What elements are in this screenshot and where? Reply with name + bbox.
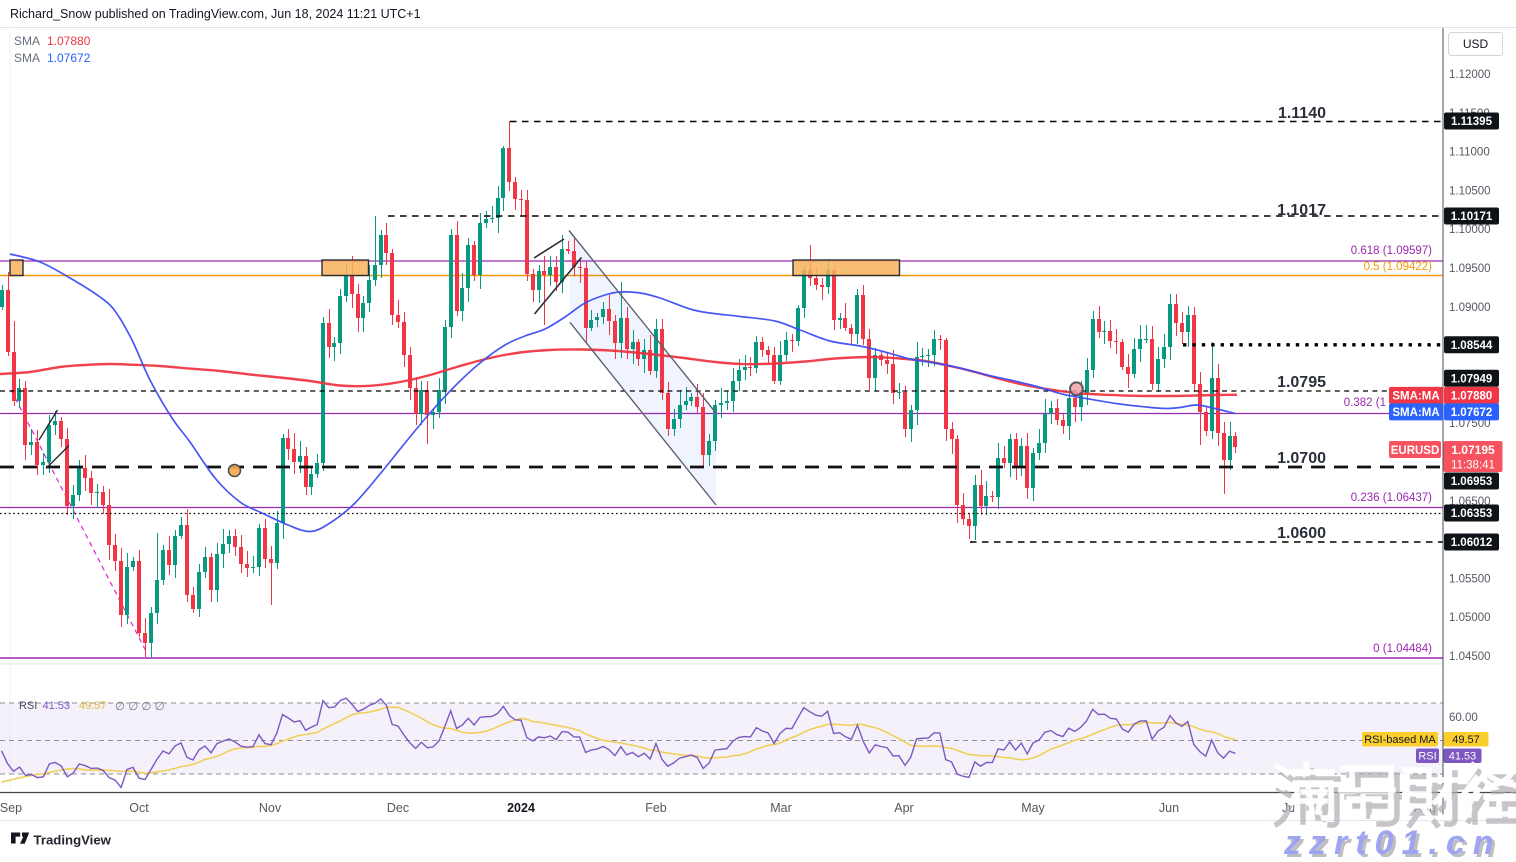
svg-text:May: May xyxy=(1021,801,1045,815)
svg-text:0 (1.04484): 0 (1.04484) xyxy=(1373,643,1432,655)
svg-text:0.236 (1.06437): 0.236 (1.06437) xyxy=(1351,492,1432,504)
svg-text:49.57: 49.57 xyxy=(79,700,107,712)
svg-text:11:38:41: 11:38:41 xyxy=(1451,460,1495,472)
svg-text:Feb: Feb xyxy=(645,801,667,815)
svg-text:1.05500: 1.05500 xyxy=(1449,573,1491,585)
svg-text:Apr: Apr xyxy=(894,801,913,815)
svg-text:SMA: SMA xyxy=(14,51,40,65)
svg-text:1.11000: 1.11000 xyxy=(1449,147,1490,159)
svg-text:0.618 (1.09597): 0.618 (1.09597) xyxy=(1351,245,1432,257)
svg-text:SMA:MA: SMA:MA xyxy=(1392,390,1439,402)
svg-text:1.08544: 1.08544 xyxy=(1451,340,1493,352)
svg-text:1.0795: 1.0795 xyxy=(1277,374,1326,391)
svg-text:41.53: 41.53 xyxy=(1449,751,1477,763)
svg-text:1.09000: 1.09000 xyxy=(1449,302,1491,314)
svg-text:1.06353: 1.06353 xyxy=(1451,508,1493,520)
svg-text:0.382 (1: 0.382 (1 xyxy=(1344,397,1386,409)
svg-text:1.10000: 1.10000 xyxy=(1449,224,1491,236)
svg-text:41.53: 41.53 xyxy=(43,700,71,712)
svg-text:Richard_Snow published on Trad: Richard_Snow published on TradingView.co… xyxy=(10,7,421,21)
svg-text:USD: USD xyxy=(1463,37,1489,51)
svg-text:2024: 2024 xyxy=(507,801,535,815)
svg-text:1.07500: 1.07500 xyxy=(1449,418,1491,430)
svg-text:∅ ∅ ∅ ∅: ∅ ∅ ∅ ∅ xyxy=(115,701,165,713)
svg-text:1.1140: 1.1140 xyxy=(1278,105,1326,122)
svg-text:TradingView: TradingView xyxy=(34,833,112,848)
svg-text:1.04500: 1.04500 xyxy=(1449,651,1491,663)
svg-text:Mar: Mar xyxy=(770,801,792,815)
svg-text:1.07880: 1.07880 xyxy=(47,34,91,48)
svg-text:1.07880: 1.07880 xyxy=(1451,390,1493,402)
svg-text:1.11395: 1.11395 xyxy=(1451,116,1493,128)
svg-text:1.07672: 1.07672 xyxy=(47,51,91,65)
svg-text:0.5 (1.09422): 0.5 (1.09422) xyxy=(1364,261,1433,273)
svg-text:RSI: RSI xyxy=(19,700,37,712)
svg-text:1.10171: 1.10171 xyxy=(1451,211,1493,223)
svg-text:Dec: Dec xyxy=(387,801,409,815)
svg-text:1.09500: 1.09500 xyxy=(1449,263,1491,275)
svg-text:1.10500: 1.10500 xyxy=(1449,185,1491,197)
svg-text:Oct: Oct xyxy=(129,801,149,815)
svg-text:RSI: RSI xyxy=(1418,751,1436,763)
svg-text:1.12000: 1.12000 xyxy=(1449,69,1491,81)
svg-text:1.06953: 1.06953 xyxy=(1451,476,1493,488)
svg-text:zzrt01.cn: zzrt01.cn xyxy=(1286,827,1505,857)
svg-text:EURUSD: EURUSD xyxy=(1391,445,1440,457)
svg-text:SMA: SMA xyxy=(14,34,40,48)
svg-text:Nov: Nov xyxy=(259,801,282,815)
svg-text:RSI-based MA: RSI-based MA xyxy=(1364,734,1436,746)
svg-text:1.05000: 1.05000 xyxy=(1449,612,1491,624)
svg-text:60.00: 60.00 xyxy=(1449,712,1478,724)
svg-text:1.1017: 1.1017 xyxy=(1277,202,1326,219)
svg-text:1.0700: 1.0700 xyxy=(1277,450,1326,467)
svg-text:Sep: Sep xyxy=(0,801,22,815)
svg-text:zzrt01.cn: zzrt01.cn xyxy=(1283,824,1502,857)
svg-text:1.07672: 1.07672 xyxy=(1451,407,1493,419)
svg-text:1.07949: 1.07949 xyxy=(1451,373,1493,385)
svg-text:49.57: 49.57 xyxy=(1452,734,1480,746)
svg-text:SMA:MA: SMA:MA xyxy=(1392,407,1439,419)
svg-text:1.0600: 1.0600 xyxy=(1277,525,1326,542)
svg-text:Jun: Jun xyxy=(1159,801,1179,815)
svg-text:1.07195: 1.07195 xyxy=(1451,443,1495,457)
svg-text:1.06012: 1.06012 xyxy=(1451,537,1493,549)
